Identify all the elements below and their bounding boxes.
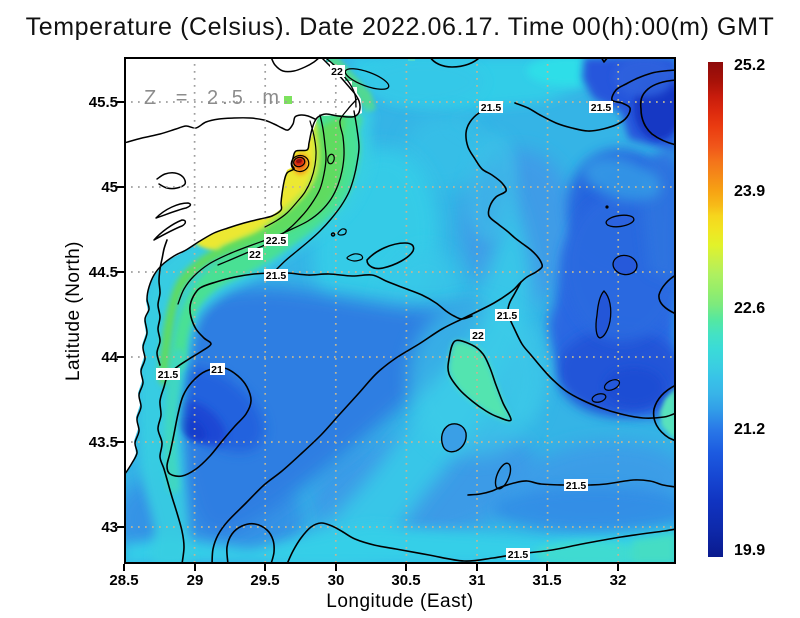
svg-text:21.5: 21.5 bbox=[566, 480, 587, 492]
svg-text:21.5: 21.5 bbox=[158, 369, 179, 381]
svg-text:22: 22 bbox=[331, 66, 343, 78]
svg-text:21.5: 21.5 bbox=[508, 549, 529, 561]
svg-text:21.5: 21.5 bbox=[266, 270, 287, 282]
svg-text:22: 22 bbox=[249, 249, 261, 261]
svg-text:22: 22 bbox=[472, 330, 484, 342]
svg-text:21.5: 21.5 bbox=[591, 102, 612, 114]
svg-text:21.5: 21.5 bbox=[481, 102, 502, 114]
svg-text:22.5: 22.5 bbox=[266, 235, 287, 247]
svg-text:21.5: 21.5 bbox=[497, 310, 518, 322]
svg-text:21: 21 bbox=[211, 364, 223, 376]
